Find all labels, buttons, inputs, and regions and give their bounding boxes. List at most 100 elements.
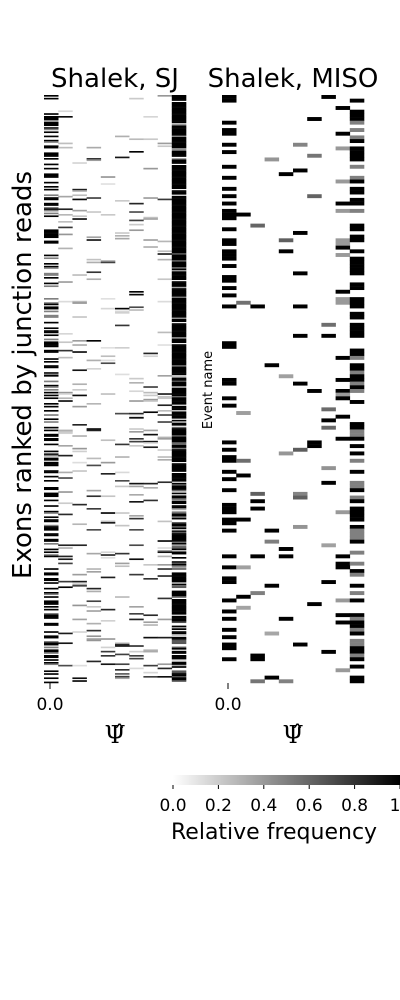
heatmap-cell bbox=[222, 517, 237, 522]
heatmap-cell bbox=[171, 155, 187, 157]
heatmap-cell bbox=[86, 457, 102, 460]
heatmap-cell bbox=[100, 554, 116, 556]
heatmap-cell bbox=[44, 454, 59, 457]
heatmap-cell bbox=[86, 600, 102, 603]
heatmap-cell bbox=[171, 541, 187, 544]
heatmap-cell bbox=[44, 117, 59, 120]
heatmap-cell bbox=[349, 488, 365, 493]
heatmap-cell bbox=[171, 162, 187, 164]
heatmap-cell bbox=[171, 449, 187, 451]
heatmap-cell bbox=[58, 431, 73, 433]
heatmap-cell bbox=[143, 621, 158, 624]
heatmap-cell bbox=[349, 499, 365, 504]
heatmap-cell bbox=[44, 533, 59, 535]
heatmap-cell bbox=[250, 591, 265, 596]
heatmap-cell bbox=[72, 583, 87, 586]
heatmap-cell bbox=[129, 558, 144, 561]
heatmap-cell bbox=[171, 144, 187, 146]
heatmap-cell bbox=[129, 417, 144, 419]
heatmap-cell bbox=[44, 475, 59, 478]
heatmap-cell bbox=[44, 194, 59, 197]
heatmap-cell bbox=[171, 142, 187, 145]
heatmap-cell bbox=[44, 495, 59, 498]
heatmap-cell bbox=[335, 510, 351, 515]
heatmap-cell bbox=[171, 330, 187, 332]
heatmap-cell bbox=[157, 331, 173, 334]
heatmap-cell bbox=[44, 215, 59, 218]
heatmap-cell bbox=[44, 372, 59, 374]
heatmap-cell bbox=[349, 572, 365, 577]
heatmap-cell bbox=[307, 117, 322, 121]
heatmap-cell bbox=[100, 646, 116, 649]
heatmap-cell bbox=[171, 215, 187, 218]
heatmap-cell bbox=[115, 663, 130, 666]
heatmap-cell bbox=[44, 579, 59, 582]
heatmap-cell bbox=[171, 230, 187, 233]
heatmap-cell bbox=[44, 358, 59, 360]
heatmap-cell bbox=[171, 127, 187, 129]
heatmap-cell bbox=[349, 569, 365, 573]
heatmap-cell bbox=[335, 131, 351, 136]
heatmap-cell bbox=[321, 466, 336, 471]
heatmap-cell bbox=[349, 286, 365, 291]
heatmap-cell bbox=[129, 445, 144, 447]
heatmap-cell bbox=[115, 200, 130, 202]
heatmap-cell bbox=[157, 667, 173, 670]
heatmap-cell bbox=[157, 676, 173, 678]
heatmap-cell bbox=[72, 394, 87, 397]
heatmap-cell bbox=[157, 344, 173, 346]
heatmap-cell bbox=[44, 636, 59, 639]
colorbar-tick-label: 1 bbox=[390, 796, 400, 816]
heatmap-cell bbox=[100, 663, 116, 666]
heatmap-cell bbox=[44, 158, 59, 160]
heatmap-cell bbox=[171, 288, 187, 290]
heatmap-cell bbox=[335, 355, 351, 360]
heatmap-cell bbox=[171, 258, 187, 261]
heatmap-cell bbox=[129, 415, 144, 418]
heatmap-cell bbox=[349, 591, 365, 596]
heatmap-cell bbox=[222, 396, 237, 401]
heatmap-cell bbox=[222, 469, 237, 474]
heatmap-cell bbox=[171, 261, 187, 264]
heatmap-cell bbox=[171, 195, 187, 198]
heatmap-cell bbox=[143, 138, 158, 141]
heatmap-cell bbox=[58, 400, 73, 402]
heatmap-cell bbox=[264, 675, 280, 680]
heatmap-cell bbox=[307, 153, 322, 158]
heatmap-cell bbox=[171, 124, 187, 127]
heatmap-cell bbox=[44, 435, 59, 437]
heatmap-cell bbox=[171, 239, 187, 241]
heatmap-cell bbox=[171, 300, 187, 303]
heatmap-cell bbox=[171, 477, 187, 479]
heatmap-cell bbox=[171, 363, 187, 366]
heatmap-cell bbox=[157, 568, 173, 570]
heatmap-cell bbox=[44, 265, 59, 268]
heatmap-cell bbox=[171, 575, 187, 577]
heatmap-cell bbox=[115, 456, 130, 458]
heatmap-cell bbox=[171, 618, 187, 621]
heatmap-cell bbox=[171, 282, 187, 285]
heatmap-cell bbox=[58, 281, 73, 283]
heatmap-cell bbox=[335, 289, 351, 294]
heatmap-cell bbox=[86, 639, 102, 642]
heatmap-cell bbox=[171, 610, 187, 612]
heatmap-cell bbox=[264, 539, 280, 544]
heatmap-cell bbox=[171, 152, 187, 155]
heatmap-cell bbox=[115, 512, 130, 514]
heatmap-cell bbox=[100, 439, 116, 442]
heatmap-cell bbox=[171, 656, 187, 659]
heatmap-cell bbox=[335, 242, 351, 246]
heatmap-cell bbox=[349, 128, 365, 132]
heatmap-cell bbox=[157, 564, 173, 566]
heatmap-cell bbox=[171, 209, 187, 212]
heatmap-cell bbox=[72, 573, 87, 576]
heatmap-cell bbox=[44, 394, 59, 397]
heatmap-cell bbox=[171, 337, 187, 339]
heatmap-cell bbox=[129, 485, 144, 488]
heatmap-cell bbox=[349, 146, 365, 151]
heatmap-cell bbox=[171, 538, 187, 541]
heatmap-cell bbox=[335, 613, 351, 618]
heatmap-cell bbox=[157, 404, 173, 407]
heatmap-cell bbox=[44, 141, 59, 143]
heatmap-cell bbox=[129, 293, 144, 296]
